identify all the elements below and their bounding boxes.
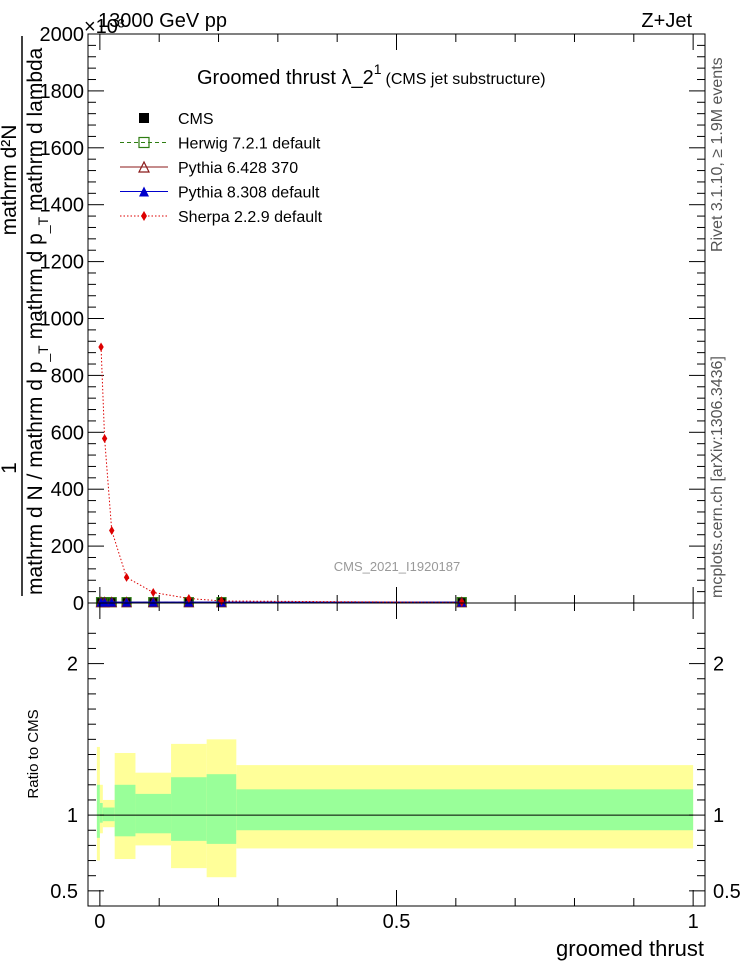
legend-label: Sherpa 2.2.9 default: [178, 209, 323, 226]
header-exponent-label: ×10³: [84, 16, 125, 38]
legend-item: Pythia 6.428 370: [120, 160, 298, 177]
y-label-numerator-one: 1: [0, 462, 21, 474]
ratio-band-green: [135, 793, 172, 834]
y-label-den-part-3: mathrm d lambda: [24, 47, 47, 211]
main-y-tick-label: 1200: [40, 252, 85, 274]
ratio-y-tick-label-right: 0.5: [713, 881, 741, 903]
header-energy-label: 13000 GeV pp: [98, 10, 227, 32]
legend-marker: [139, 186, 149, 197]
chart-title-subtitle: (CMS jet substructure): [386, 71, 546, 88]
ratio-band-green: [114, 784, 136, 837]
data-point: [186, 593, 192, 603]
ratio-band-green: [96, 784, 100, 838]
ratio-y-axis: 0.5 0.5 1 1 2 2: [50, 632, 741, 903]
mcplots-label: mcplots.cern.ch [arXiv:1306.3436]: [709, 356, 726, 598]
legend-item: Herwig 7.2.1 default: [120, 136, 321, 153]
ratio-band-green: [236, 789, 694, 831]
data-point: [101, 434, 108, 444]
main-y-tick-label: 800: [51, 365, 84, 387]
ratio-y-axis-label: Ratio to CMS: [25, 709, 42, 798]
y-label-den-sub-2: _T: [35, 216, 51, 234]
data-point: [148, 597, 158, 607]
data-point: [109, 525, 115, 535]
legend-label: Herwig 7.2.1 default: [178, 136, 321, 153]
x-tick-label: 0.5: [383, 911, 411, 933]
x-axis-label: groomed thrust: [556, 936, 704, 961]
y-label-denominator: mathrm d N / mathrm d p_T mathrm d p_T m…: [24, 47, 51, 595]
ratio-y-tick-label: 1: [67, 805, 78, 827]
y-label-numerator-d2n: mathrm d²N: [0, 125, 21, 236]
data-point: [150, 587, 156, 597]
main-y-tick-label: 600: [51, 422, 84, 444]
y-label-den-part-1: mathrm d N / mathrm d p: [24, 362, 47, 595]
main-y-tick-label: 1600: [40, 138, 85, 160]
legend-marker: [141, 211, 147, 221]
data-point: [107, 597, 117, 607]
ratio-y-tick-label-right: 1: [713, 805, 724, 827]
y-label-den-sub-1: _T: [35, 345, 51, 363]
main-y-tick-label: 400: [51, 479, 84, 501]
main-panel: 0 200 400 600 800 1000 1200 1400 1600 1800 2000 CM…: [40, 24, 706, 615]
data-point: [459, 597, 465, 607]
main-y-tick-label: 2000: [40, 24, 85, 46]
ratio-band-green: [102, 807, 115, 822]
chart-title-superscript: 1: [374, 61, 382, 77]
legend-marker: [138, 136, 150, 149]
data-point: [123, 572, 130, 582]
legend: CMS Herwig 7.2.1 default Pythia 6.428 370 P…: [120, 111, 323, 226]
legend-label: Pythia 8.308 default: [178, 185, 320, 202]
main-y-tick-label: 200: [51, 536, 84, 558]
watermark: CMS_2021_I1920187: [334, 559, 461, 574]
ratio-bands: [96, 739, 694, 878]
legend-label: CMS: [178, 111, 214, 128]
main-series-group: [95, 342, 468, 608]
ratio-band-green: [99, 802, 103, 823]
chart-title-main: Groomed thrust λ_2: [197, 67, 374, 89]
legend-marker: [138, 160, 150, 173]
legend-marker: [139, 113, 149, 123]
legend-item: Sherpa 2.2.9 default: [120, 209, 323, 226]
data-point: [100, 597, 110, 607]
ratio-y-tick-label: 0.5: [50, 881, 78, 903]
ratio-x-axis: 0 0.5 1: [94, 603, 699, 933]
y-label-den-part-2: mathrm d p: [24, 233, 47, 339]
chart-title: Groomed thrust λ_21(CMS jet substructure…: [197, 61, 546, 89]
main-y-axis-label: 1 mathrm d²N mathrm d N / mathrm d p_T m…: [0, 36, 51, 596]
legend-item: Pythia 8.308 default: [120, 185, 320, 202]
data-point: [98, 342, 104, 352]
ratio-y-tick-label-right: 2: [713, 654, 724, 676]
x-tick-label: 1: [688, 911, 699, 933]
main-y-tick-label: 1000: [40, 309, 85, 331]
header-process-label: Z+Jet: [641, 10, 692, 32]
ratio-band-green: [206, 774, 237, 844]
main-y-tick-label: 0: [73, 593, 84, 615]
main-y-axis: 0 200 400 600 800 1000 1200 1400 1600 1800 2000: [40, 24, 705, 615]
x-tick-label: 0: [94, 911, 105, 933]
legend-label: Pythia 6.428 370: [178, 160, 298, 177]
legend-item: CMS: [139, 111, 214, 128]
ratio-y-tick-label: 2: [67, 654, 78, 676]
ratio-panel: 0.5 0.51 12 2 0 0.5 1 Ratio to CMS: [25, 602, 741, 933]
ratio-band-green: [171, 777, 207, 841]
data-point: [122, 597, 132, 607]
rivet-label: Rivet 3.1.10, ≥ 1.9M events: [709, 57, 726, 252]
main-y-tick-label: 1800: [40, 81, 85, 103]
main-y-tick-label: 1400: [40, 195, 85, 217]
